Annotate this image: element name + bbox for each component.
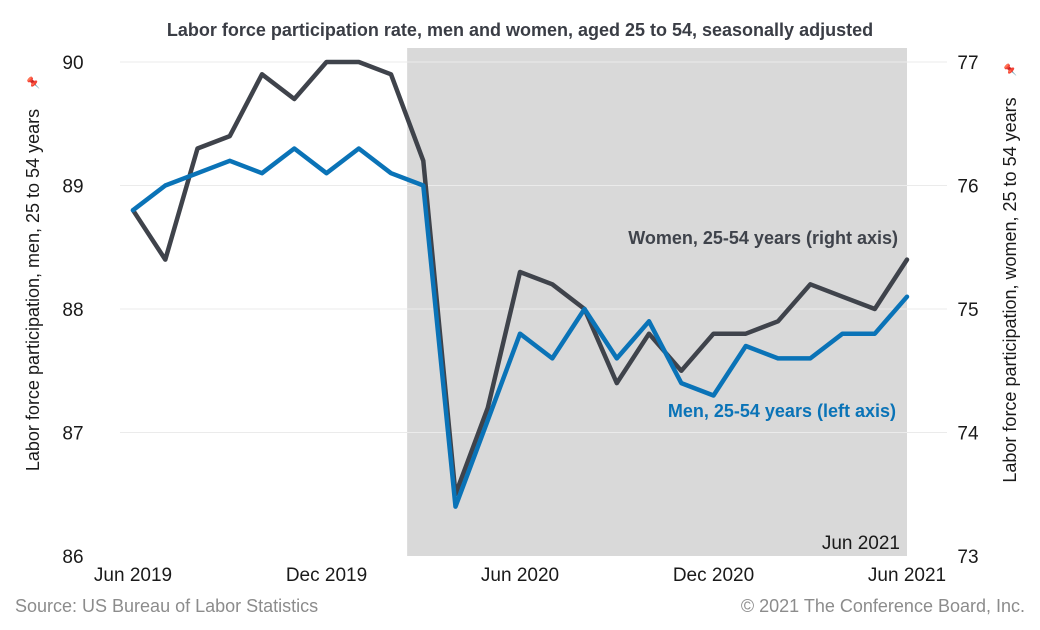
left-tick-label: 90 (62, 53, 83, 74)
chart-title: Labor force participation rate, men and … (167, 20, 873, 40)
men-series-line (130, 146, 910, 509)
right-tick-label: 76 (957, 177, 978, 198)
x-tick-label: Dec 2020 (673, 565, 754, 586)
right-axis-label: Labor force participation, women, 25 to … (1000, 97, 1020, 482)
left-tick-label: 89 (62, 177, 83, 198)
x-tick-label: Jun 2020 (481, 565, 559, 586)
x-tick-label: Dec 2019 (286, 565, 367, 586)
women-series-line (130, 59, 910, 497)
right-tick-label: 75 (957, 300, 978, 321)
left-tick-label: 88 (62, 300, 83, 321)
copyright-note: © 2021 The Conference Board, Inc. (741, 596, 1025, 616)
pin-icon: 📌 (1003, 63, 1017, 77)
left-axis-label: Labor force participation, men, 25 to 54… (23, 109, 43, 471)
right-tick-label: 73 (957, 547, 978, 568)
right-tick-label: 77 (957, 53, 978, 74)
left-tick-label: 86 (62, 547, 83, 568)
left-tick-label: 87 (62, 424, 83, 445)
recession-shading (407, 48, 907, 556)
x-tick-label: Jun 2019 (94, 565, 172, 586)
source-note: Source: US Bureau of Labor Statistics (15, 596, 318, 616)
men-series-label: Men, 25-54 years (left axis) (668, 401, 896, 421)
x-tick-label: Jun 2021 (868, 565, 946, 586)
women-series-label: Women, 25-54 years (right axis) (628, 228, 898, 248)
shaded-region-label: Jun 2021 (822, 533, 900, 554)
pin-icon: 📌 (26, 76, 40, 90)
right-tick-label: 74 (957, 424, 979, 445)
